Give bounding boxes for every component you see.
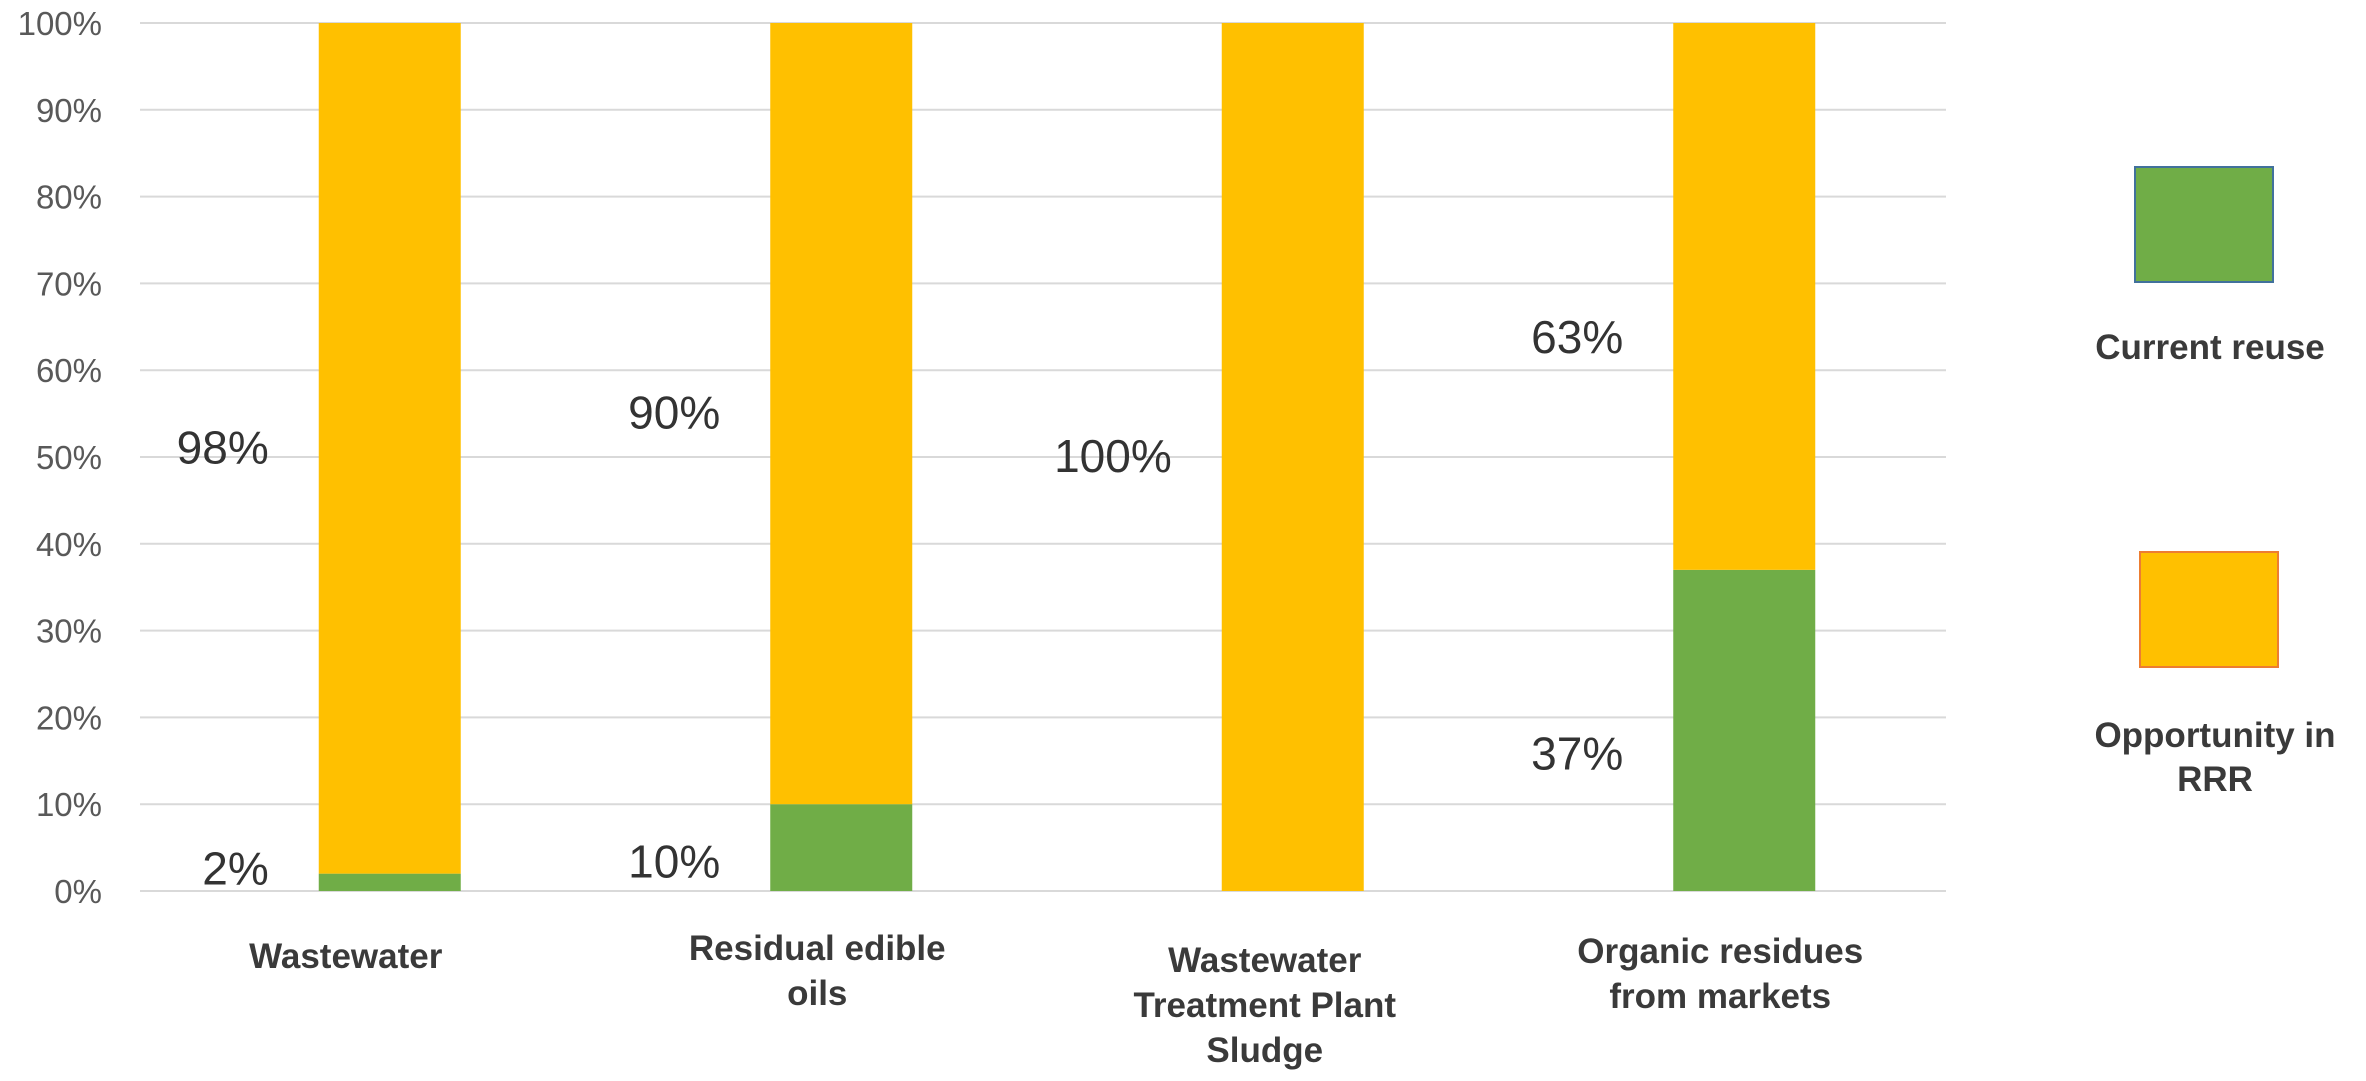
data-label: 37% [1531,727,1623,779]
data-label: 63% [1531,311,1623,363]
data-label: 10% [628,835,720,887]
y-tick-label: 30% [36,613,102,650]
category-label-line: Treatment Plant [1133,986,1396,1025]
data-label: 98% [177,421,269,473]
data-label: 90% [628,387,720,439]
legend-label-opportunity: Opportunity in RRR [2094,716,2336,799]
category-label-line: Wastewater [1168,941,1362,980]
bar-segment-current-reuse [1673,569,1816,891]
bar-segment-current-reuse [770,804,913,891]
category-label-line: Residual edible [689,929,946,968]
y-tick-label: 50% [36,439,102,476]
category-label: Organic residues from markets [1577,932,1863,1016]
y-tick-label: 100% [18,5,102,42]
y-tick-label: 80% [36,179,102,216]
y-tick-label: 90% [36,92,102,129]
legend-label-current-reuse: Current reuse [2095,328,2325,367]
y-tick-label: 70% [36,265,102,302]
category-label-line: Sludge [1206,1031,1323,1070]
category-label-line: Wastewater [249,937,443,976]
bars [318,23,1816,891]
category-label-line: Organic residues [1577,932,1863,971]
data-label: 2% [202,842,268,894]
y-tick-label: 40% [36,526,102,563]
y-tick-label: 20% [36,699,102,736]
bar-segment-current-reuse [318,873,461,891]
y-tick-label: 0% [54,873,102,910]
category-label: Wastewater Treatment Plant Sludge [1133,941,1396,1070]
category-label-line: from markets [1609,977,1831,1016]
category-label: Residual edible oils [689,929,946,1013]
legend-swatch-current-reuse [2134,166,2274,283]
y-axis-tick-labels: 0% 10% 20% 30% 40% 50% 60% 70% 80% 90% 100% [18,5,102,910]
bar-segment-opportunity [1221,23,1364,891]
bar-segment-opportunity [770,23,913,805]
bar-segment-opportunity [318,23,461,874]
category-label-line: oils [787,974,847,1013]
category-label: Wastewater [249,937,443,976]
category-labels: Wastewater Residual edible oils Wastewater T… [249,929,1863,1070]
y-tick-label: 60% [36,352,102,389]
data-labels: 2% 98% 10% 90% 100% 37% 63% [177,311,1624,894]
data-label: 100% [1054,430,1172,482]
bar-segment-opportunity [1673,23,1816,570]
legend-swatch-opportunity [2139,551,2279,668]
y-tick-label: 10% [36,786,102,823]
